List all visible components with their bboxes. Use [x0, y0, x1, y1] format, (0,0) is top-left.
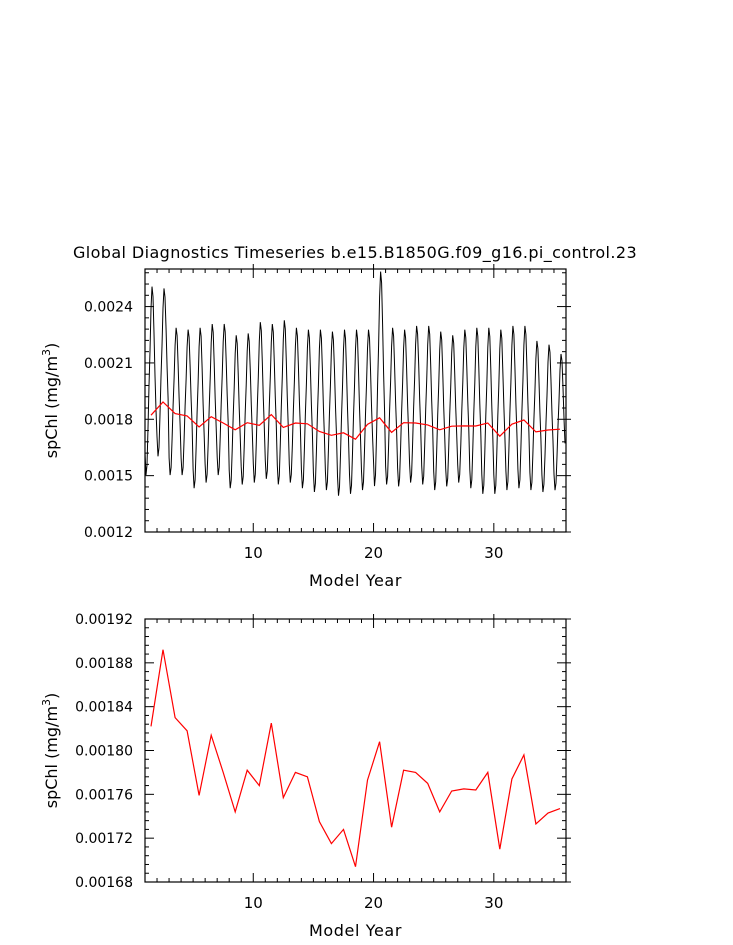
y-tick-label: 0.0024 — [84, 300, 133, 316]
x-tick-label: 30 — [484, 894, 503, 912]
y-tick-label: 0.00168 — [75, 875, 133, 891]
annual-mean-series-line — [150, 401, 561, 440]
x-tick-label: 10 — [244, 544, 263, 562]
y-axis-label: spChl (mg/m3) — [40, 343, 61, 459]
y-tick-label: 0.00192 — [75, 612, 133, 628]
y-tick-label: 0.00180 — [75, 744, 133, 760]
x-tick-label: 20 — [364, 544, 383, 562]
plot-frame — [144, 268, 567, 533]
top-panel: 10 20 30 0.0012 0.0015 0.0018 0.0021 0.0024 Mode… — [40, 264, 571, 590]
x-axis-label: Model Year — [309, 571, 402, 590]
monthly-series-line — [145, 271, 566, 496]
y-tick-label: 0.00188 — [75, 656, 133, 672]
x-tick-label: 10 — [244, 894, 263, 912]
x-axis-label: Model Year — [309, 921, 402, 940]
y-axis-label: spChl (mg/m3) — [40, 693, 61, 809]
y-tick-label: 0.00176 — [75, 787, 133, 803]
y-tick-label: 0.0015 — [84, 469, 133, 485]
annual-mean-series-line — [150, 649, 561, 867]
bottom-panel: 10 20 30 0.00168 0.00172 0.00176 0.00180 0.0018… — [40, 612, 571, 940]
y-tick-label: 0.00184 — [75, 700, 133, 716]
y-tick-label: 0.0018 — [84, 412, 133, 428]
x-tick-label: 30 — [484, 544, 503, 562]
y-tick-label: 0.00172 — [75, 831, 133, 847]
y-tick-label: 0.0012 — [84, 525, 133, 541]
x-tick-label: 20 — [364, 894, 383, 912]
y-tick-label: 0.0021 — [84, 356, 133, 372]
chart-title: Global Diagnostics Timeseries b.e15.B185… — [73, 243, 637, 263]
